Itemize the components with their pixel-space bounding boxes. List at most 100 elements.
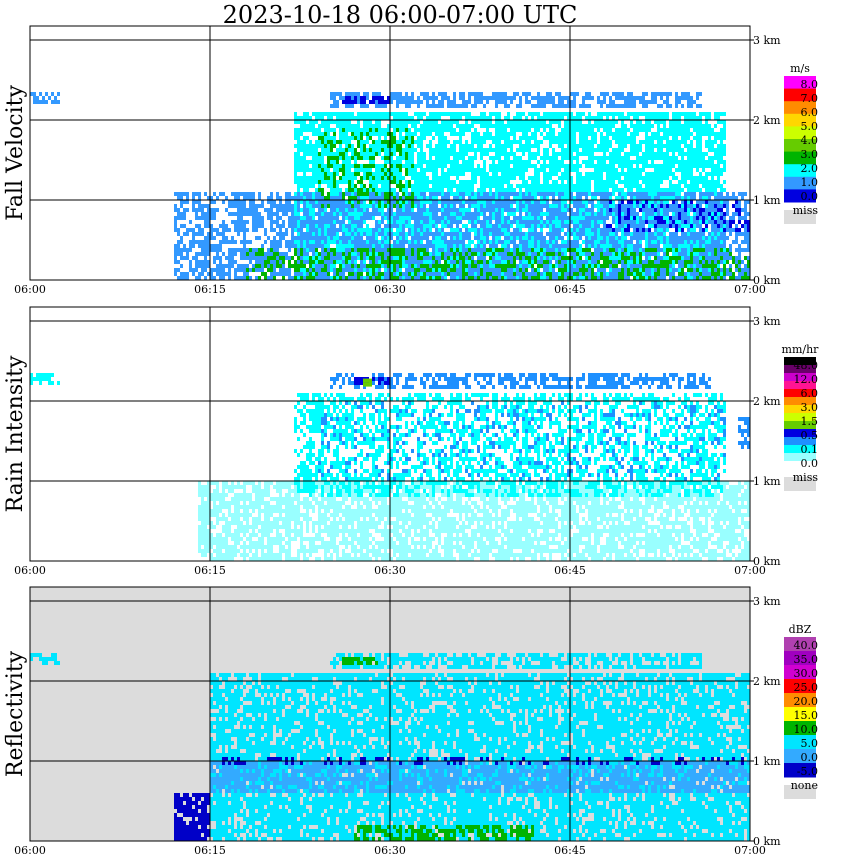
legend-swatch [784, 381, 816, 390]
legend-swatch [784, 707, 816, 722]
echo-layer [174, 793, 210, 841]
legend-swatch [784, 637, 816, 652]
y-tick-label: 2 km [753, 675, 781, 688]
legend-label: 0.1 [801, 443, 819, 456]
legend-swatch [784, 365, 816, 374]
y-tick-label: 3 km [753, 595, 781, 608]
legend-label: 6.0 [801, 387, 819, 400]
y-tick-label: 0 km [753, 274, 781, 287]
x-tick-label: 06:45 [554, 283, 586, 296]
legend-swatch [784, 413, 816, 422]
legend-swatch [784, 437, 816, 446]
legend-label: 7.0 [801, 92, 819, 105]
legend-swatch [784, 735, 816, 750]
y-tick-label: 2 km [753, 395, 781, 408]
y-tick-label: 2 km [753, 114, 781, 127]
x-tick-label: 06:15 [194, 844, 226, 857]
x-tick-label: 06:30 [374, 564, 406, 577]
echo-layer [330, 373, 711, 389]
legend-swatch [784, 357, 816, 366]
legend-label: 10.0 [794, 723, 819, 736]
legend-label: 35.0 [794, 653, 819, 666]
panel-2: 06:00 06:15 06:30 06:45 07:000 km 1 km 2 km 3 k… [3, 306, 820, 577]
legend-label: 30.0 [794, 667, 819, 680]
y-tick-label: 1 km [753, 194, 781, 207]
legend-unit: m/s [790, 62, 810, 75]
legend-missing-swatch [784, 210, 816, 224]
echo-layer [318, 401, 726, 481]
echo-layer [294, 393, 726, 497]
plot-frame [29, 306, 751, 562]
x-tick-label: 07:00 [734, 844, 766, 857]
legend-swatch [784, 189, 816, 203]
echo-layer [354, 825, 534, 841]
legend-label: 0.5 [801, 429, 819, 442]
legend-label: 5.0 [801, 737, 819, 750]
y-tick-label: 0 km [753, 555, 781, 568]
legend-label: 3.0 [801, 401, 819, 414]
y-tick-label: 1 km [753, 755, 781, 768]
legend-swatch [784, 113, 816, 127]
legend-label: 12.0 [794, 373, 819, 386]
legend-label: 20.0 [794, 695, 819, 708]
echo-layer [210, 761, 750, 793]
legend-swatch [784, 76, 816, 90]
legend-label: 0.0 [801, 457, 819, 470]
legend-label: 1.5 [801, 415, 819, 428]
legend-missing-label: miss [793, 204, 819, 217]
legend-label: 3.0 [801, 148, 819, 161]
legend-swatch [784, 651, 816, 666]
x-tick-label: 06:30 [374, 283, 406, 296]
y-tick-label: 0 km [753, 835, 781, 848]
x-tick-label: 06:00 [14, 283, 46, 296]
legend-swatch [784, 665, 816, 680]
legend-label: -5.0 [797, 765, 818, 778]
y-axis-label: Reflectivity [3, 650, 28, 777]
panel-1: 06:00 06:15 06:30 06:45 07:000 km 1 km 2 km 3 k… [3, 25, 819, 296]
legend-swatch [784, 461, 816, 470]
legend-label: 2.0 [801, 162, 819, 175]
legend-swatch [784, 397, 816, 406]
echo-layer [606, 200, 750, 232]
legend-label: 6.0 [801, 106, 819, 119]
x-tick-label: 07:00 [734, 283, 766, 296]
legend-label: 1.0 [801, 176, 819, 189]
legend-missing-label: miss [793, 471, 819, 484]
legend-swatch [784, 373, 816, 382]
echo-layer [30, 92, 60, 104]
legend-missing-swatch [784, 477, 816, 491]
echo-layer [342, 657, 378, 665]
legend-unit: mm/hr [782, 343, 820, 356]
main-title: 2023-10-18 06:00-07:00 UTC [0, 0, 800, 30]
legend-swatch [784, 176, 816, 190]
legend-unit: dBZ [789, 623, 812, 636]
plot-frame [29, 25, 751, 281]
y-tick-label: 3 km [753, 34, 781, 47]
y-tick-label: 1 km [753, 475, 781, 488]
legend-label: 25.0 [794, 681, 819, 694]
echo-layer [318, 128, 414, 208]
legend-missing-label: none [791, 779, 818, 792]
y-axis-label: Rain Intensity [3, 355, 28, 512]
legend-swatch [784, 763, 816, 778]
legend-label: 4.0 [801, 134, 819, 147]
x-tick-label: 06:15 [194, 564, 226, 577]
legend-label: 0.0 [801, 190, 819, 203]
x-tick-label: 06:15 [194, 283, 226, 296]
echo-layer [30, 653, 60, 665]
legend-swatch [784, 453, 816, 462]
x-tick-label: 06:00 [14, 564, 46, 577]
legend-label: 40.0 [794, 639, 819, 652]
legend-swatch [784, 389, 816, 398]
echo-layer [222, 757, 744, 765]
echo-layer [738, 417, 750, 449]
echo-layer [246, 248, 750, 280]
legend-swatch [784, 88, 816, 102]
legend-swatch [784, 429, 816, 438]
legend-missing-swatch [784, 785, 816, 799]
y-axis-label: Fall Velocity [3, 85, 28, 221]
legend-label: 48.0 [794, 359, 819, 372]
legend-swatch [784, 126, 816, 140]
x-tick-label: 07:00 [734, 564, 766, 577]
